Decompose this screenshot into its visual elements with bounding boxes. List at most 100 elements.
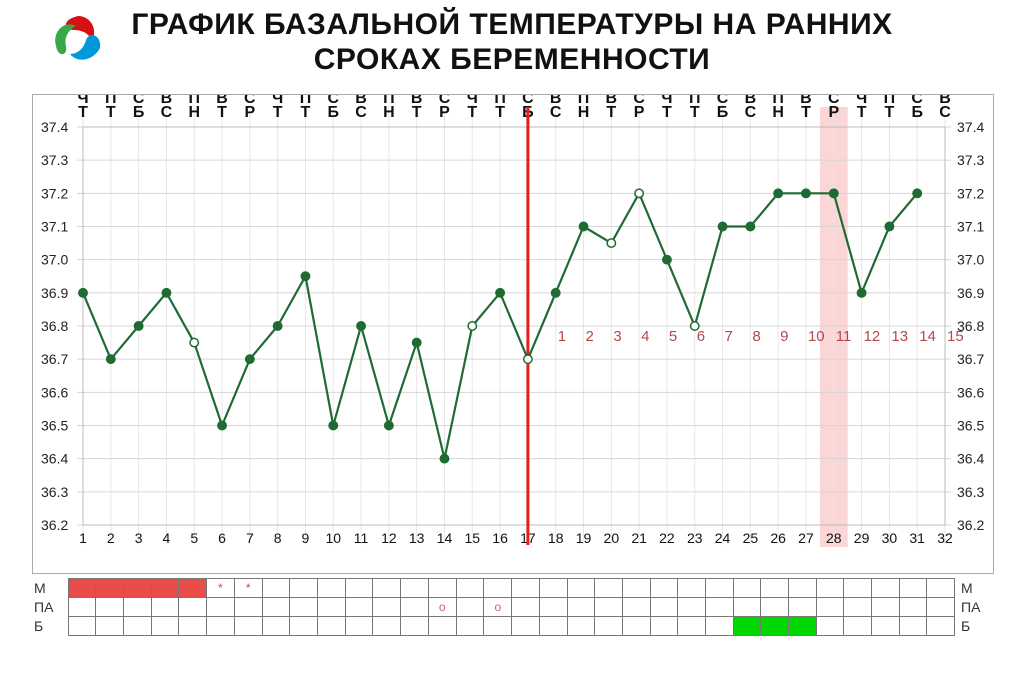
temperature-marker [746, 222, 754, 230]
header: ГРАФИК БАЗАЛЬНОЙ ТЕМПЕРАТУРЫ НА РАННИХ С… [40, 8, 984, 77]
day-number-label: 9 [302, 530, 310, 546]
phase2-day-label: 7 [725, 328, 733, 345]
tracker-cell [761, 579, 789, 598]
phase2-day-label: 13 [891, 328, 908, 345]
tracker-cell [428, 617, 456, 636]
y-tick-left: 36.6 [41, 384, 68, 400]
weekday-label: СБ [133, 95, 145, 121]
tracker-cell [678, 617, 706, 636]
tracker-cell [733, 579, 761, 598]
tracker-cell [567, 617, 595, 636]
tracker-cell [262, 598, 290, 617]
weekday-label: ПТ [689, 95, 701, 121]
temperature-marker [218, 421, 226, 429]
tracker-cell [151, 617, 179, 636]
day-number-label: 15 [465, 530, 481, 546]
weekday-label: ПТ [105, 95, 117, 121]
temperature-marker [107, 355, 115, 363]
y-tick-right: 36.5 [957, 418, 984, 434]
tracker-cell [595, 579, 623, 598]
weekday-label: ЧТ [77, 95, 88, 121]
tracker-cell [899, 598, 927, 617]
tracker-row-label-left: ПА [34, 598, 68, 617]
weekday-label: ЧТ [272, 95, 283, 121]
y-tick-left: 37.2 [41, 185, 68, 201]
tracker-cell [317, 617, 345, 636]
day-number-label: 28 [826, 530, 842, 546]
y-tick-left: 36.2 [41, 517, 68, 533]
tracker-cell [290, 598, 318, 617]
temperature-marker [718, 222, 726, 230]
day-number-label: 19 [576, 530, 592, 546]
y-tick-right: 36.2 [957, 517, 984, 533]
weekday-label: ЧТ [467, 95, 478, 121]
tracker-cell [650, 598, 678, 617]
tracker-cell [401, 617, 429, 636]
tracker-row-label-left: М [34, 579, 68, 598]
weekday-label: ВТ [216, 95, 228, 121]
tracker-cell [206, 617, 234, 636]
temperature-marker [440, 454, 448, 462]
tracker-cell [512, 579, 540, 598]
weekday-label: ВС [161, 95, 173, 121]
day-number-label: 20 [604, 530, 620, 546]
tracker-cell [872, 598, 900, 617]
tracker-cell [428, 579, 456, 598]
page-title: ГРАФИК БАЗАЛЬНОЙ ТЕМПЕРАТУРЫ НА РАННИХ С… [40, 8, 984, 77]
tracker-cell [123, 598, 151, 617]
tracker-cell [567, 579, 595, 598]
day-number-label: 23 [687, 530, 703, 546]
y-tick-right: 37.1 [957, 219, 984, 235]
weekday-label: СР [244, 95, 256, 121]
tracker-cell [567, 598, 595, 617]
weekday-label: ВС [939, 95, 951, 121]
y-tick-right: 37.2 [957, 185, 984, 201]
phase2-day-label: 6 [697, 328, 705, 345]
tracker-cell: * [234, 579, 262, 598]
day-number-label: 5 [190, 530, 198, 546]
tracker-cell [872, 617, 900, 636]
day-number-label: 3 [135, 530, 143, 546]
title-line-2: СРОКАХ БЕРЕМЕННОСТИ [314, 43, 711, 76]
tracker-cell: o [484, 598, 512, 617]
tracker-cell [179, 598, 207, 617]
phase2-day-label: 11 [836, 328, 852, 345]
temperature-marker [691, 322, 699, 330]
day-number-label: 6 [218, 530, 226, 546]
y-tick-right: 37.4 [957, 119, 984, 135]
y-tick-left: 36.8 [41, 318, 68, 334]
temperature-marker [579, 222, 587, 230]
temperature-marker [802, 189, 810, 197]
tracker-cell [96, 579, 124, 598]
tracker-cell [761, 617, 789, 636]
tracker-cell [456, 598, 484, 617]
day-number-label: 22 [659, 530, 675, 546]
day-number-label: 1 [79, 530, 87, 546]
temperature-marker [830, 189, 838, 197]
tracker-cell [512, 598, 540, 617]
tracker-cell [373, 598, 401, 617]
day-number-label: 27 [798, 530, 814, 546]
tracker-cell [705, 579, 733, 598]
day-number-label: 16 [492, 530, 508, 546]
weekday-label: СБ [911, 95, 923, 121]
tracker-cell [317, 579, 345, 598]
tracker-cell [234, 598, 262, 617]
temperature-marker [79, 289, 87, 297]
tracker-cell [733, 598, 761, 617]
y-tick-right: 36.9 [957, 285, 984, 301]
day-number-label: 7 [246, 530, 254, 546]
chart-svg: 37.437.337.237.137.036.936.836.736.636.5… [33, 95, 993, 573]
tracker-cell [844, 598, 872, 617]
tracker-cell [733, 617, 761, 636]
tracker-cell: o [428, 598, 456, 617]
temperature-marker [524, 355, 532, 363]
weekday-label: ПН [383, 95, 395, 121]
temperature-marker [885, 222, 893, 230]
phase2-day-label: 9 [780, 328, 788, 345]
tracker-cell [484, 579, 512, 598]
tracker-cell [373, 579, 401, 598]
tracker-cell [290, 617, 318, 636]
tracker-cell [345, 617, 373, 636]
temperature-marker [357, 322, 365, 330]
